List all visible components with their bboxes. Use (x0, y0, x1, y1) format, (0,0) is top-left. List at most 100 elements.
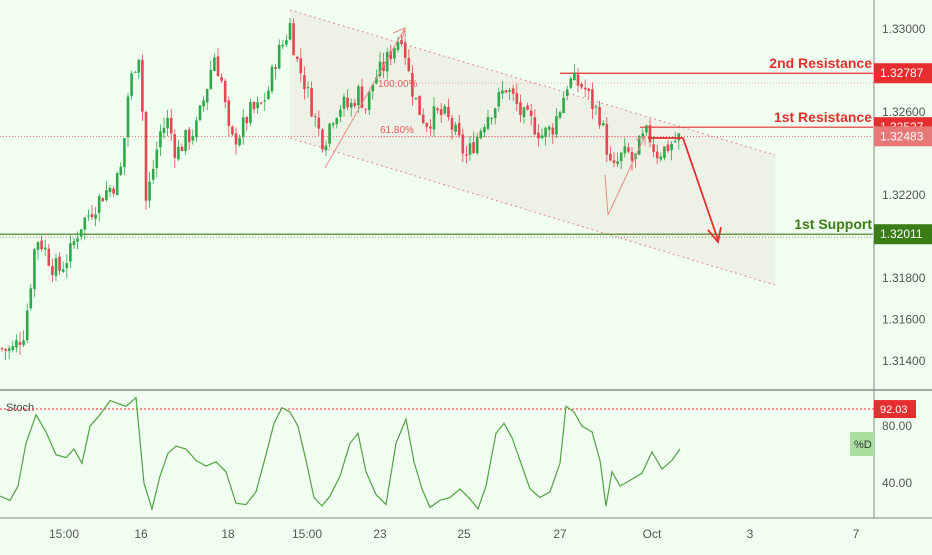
candle-body (11, 346, 15, 351)
candle-body (72, 241, 76, 246)
candle-body (166, 117, 169, 129)
candle-body (479, 130, 483, 138)
candle-body (501, 90, 504, 94)
channel-upper-line[interactable] (289, 9, 776, 156)
candle-body (274, 67, 277, 70)
candle-body (573, 72, 576, 81)
candle-body (40, 240, 43, 250)
candle-body (555, 116, 558, 135)
candle-body (79, 229, 83, 237)
small-up-leg-arrowhead (635, 135, 646, 146)
candle-body (576, 74, 580, 86)
candle-body (90, 214, 94, 218)
candle-body (54, 258, 58, 276)
candle-body (609, 153, 612, 161)
candle-body (227, 100, 231, 127)
candle-body (493, 108, 497, 119)
resistance1-annotation: 1st Resistance (774, 109, 872, 125)
fib-618-label: 61.80% (380, 125, 414, 136)
candle-body (259, 102, 263, 104)
candle-body (123, 138, 126, 168)
price-tick-label: 1.31400 (882, 354, 926, 368)
candle-body (61, 269, 65, 272)
candle-body (421, 114, 425, 123)
candle-body (249, 102, 252, 123)
candle-body (205, 89, 209, 103)
candle-body (461, 134, 465, 154)
candle-body (645, 125, 648, 133)
candle-body (666, 144, 670, 151)
candle-body (281, 44, 285, 47)
price-axis[interactable]: 1.33000 1.32600 1.32200 1.31800 1.31600 1.314… (882, 22, 926, 368)
candlestick-series (0, 18, 681, 360)
candle-body (601, 123, 605, 126)
support1-price-tag: 1.32011 (874, 224, 932, 245)
candle-body (173, 134, 177, 158)
candle-body (652, 144, 655, 152)
candle-body (47, 248, 51, 266)
candle-body (443, 106, 447, 114)
candle-body (65, 263, 69, 269)
candle-body (4, 349, 7, 351)
candle-body (648, 125, 652, 143)
candle-body (407, 58, 411, 71)
candle-body (400, 39, 403, 45)
candle-body (425, 123, 429, 127)
candle-body (465, 154, 468, 156)
time-tick-label: 23 (373, 527, 387, 541)
candle-body (411, 72, 414, 97)
candle-body (313, 116, 317, 118)
candle-body (267, 90, 270, 99)
candle-body (504, 90, 508, 93)
projection-arrow-line[interactable] (648, 137, 719, 241)
candle-body (97, 196, 101, 213)
candle-body (101, 198, 105, 202)
candle-body (591, 89, 594, 110)
candle-body (677, 133, 681, 141)
candle-body (223, 80, 227, 103)
stoch-d-tag: %D (850, 432, 874, 456)
candle-body (663, 146, 666, 159)
candle-body (418, 95, 421, 116)
candle-body (288, 23, 292, 40)
candle-body (346, 97, 349, 108)
candle-body (238, 137, 241, 146)
candle-body (367, 91, 371, 110)
candle-body (583, 87, 587, 90)
drop-leg-drawing[interactable] (604, 174, 609, 216)
time-tick-label: 18 (221, 527, 235, 541)
candle-body (36, 242, 40, 250)
svg-text:1.32787: 1.32787 (880, 66, 924, 80)
candle-body (436, 108, 439, 111)
candle-body (515, 92, 519, 104)
candle-body (43, 247, 47, 250)
resistance2-price-tag: 1.32787 (874, 63, 932, 84)
candle-body (349, 102, 353, 108)
candle-body (209, 69, 213, 89)
candle-body (108, 187, 112, 192)
candle-body (245, 117, 249, 124)
svg-text:92.03: 92.03 (880, 404, 908, 416)
candle-body (29, 288, 33, 309)
candle-body (151, 168, 155, 180)
candle-body (450, 118, 454, 130)
candle-body (396, 41, 400, 50)
candle-body (594, 106, 598, 108)
candle-body (58, 256, 61, 271)
candle-body (342, 96, 346, 109)
candle-body (270, 66, 274, 92)
candle-body (7, 348, 11, 352)
small-up-leg-drawing[interactable] (607, 135, 646, 216)
stoch-axis[interactable]: 80.00 40.00 (882, 419, 912, 490)
candle-body (490, 118, 493, 120)
time-tick-label: 27 (553, 527, 567, 541)
candle-body (605, 123, 609, 155)
candle-body (558, 112, 562, 118)
time-axis[interactable]: 15:00 16 18 15:00 23 25 27 Oct 3 7 (49, 527, 860, 541)
candle-body (497, 92, 501, 107)
candle-body (331, 123, 335, 126)
candle-body (551, 127, 555, 135)
candle-body (544, 127, 547, 137)
